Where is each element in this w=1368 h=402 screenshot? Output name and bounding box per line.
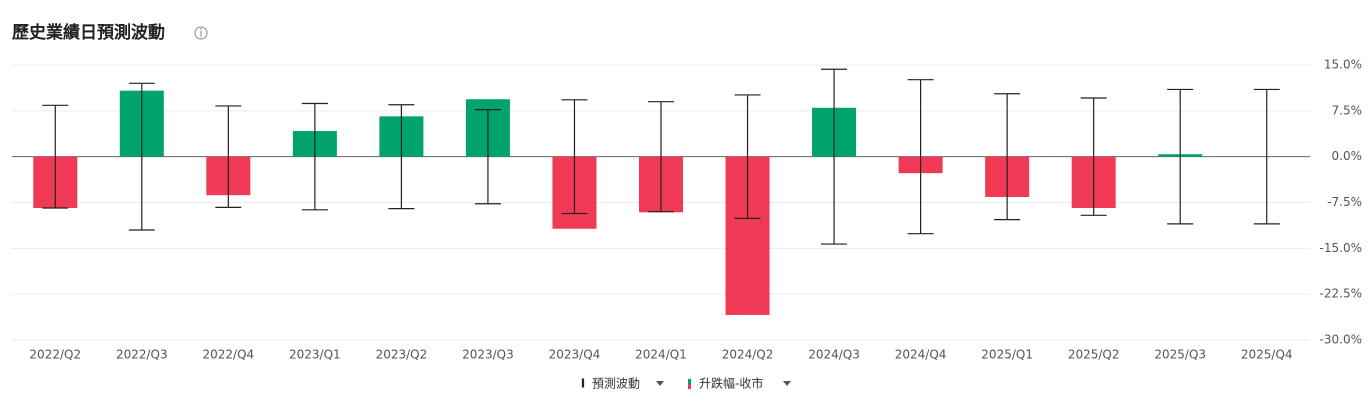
y-tick-label: 0.0% [1332,149,1363,163]
x-tick-label: 2022/Q2 [29,348,81,362]
error-bar [1080,97,1107,216]
y-tick-label: 15.0% [1324,58,1362,72]
x-tick-label: 2024/Q1 [635,348,687,362]
error-bar [301,102,328,211]
info-icon-dot [200,28,202,30]
x-tick-label: 2025/Q1 [981,348,1033,362]
error-bar [734,94,761,219]
error-bar [1253,88,1280,225]
x-tick-label: 2023/Q3 [462,348,514,362]
info-icon[interactable] [194,26,208,40]
x-tick-label: 2022/Q3 [116,348,168,362]
legend-dropdown[interactable] [656,381,664,386]
y-tick-label: -22.5% [1320,287,1362,301]
x-tick-label: 2023/Q1 [289,348,341,362]
legend-swatch-down [688,384,691,389]
error-bar [907,79,934,235]
y-tick-label: -15.0% [1320,241,1362,255]
chart-title: 歷史業績日預測波動 [12,22,165,43]
error-bar [561,99,588,215]
x-tick-label: 2022/Q4 [202,348,254,362]
legend-swatch-up [688,379,691,384]
error-bar [821,68,848,245]
legend: I 預測波動 升跌幅-收市 [581,376,791,391]
x-tick-label: 2024/Q3 [808,348,860,362]
x-tick-label: 2024/Q4 [895,348,947,362]
x-tick-label: 2025/Q2 [1068,348,1120,362]
legend-icon: I [581,377,585,391]
error-bar [42,104,69,209]
x-tick-label: 2025/Q4 [1241,348,1293,362]
y-tick-label: -30.0% [1320,333,1362,347]
error-bar [128,82,155,231]
error-bar [388,104,415,210]
error-bar [215,105,242,208]
y-tick-label: -7.5% [1327,195,1362,209]
legend-dropdown[interactable] [783,381,791,386]
x-tick-label: 2023/Q2 [376,348,428,362]
legend-label: 升跌幅-收市 [699,376,763,391]
error-bar [474,109,501,205]
x-tick-label: 2024/Q2 [722,348,774,362]
y-tick-label: 7.5% [1332,103,1363,117]
error-bar [994,93,1021,221]
error-bar [648,101,674,213]
x-tick-label: 2025/Q3 [1154,348,1206,362]
legend-label: 預測波動 [592,377,640,391]
error-bar [1167,88,1194,225]
x-tick-label: 2023/Q4 [549,348,601,362]
